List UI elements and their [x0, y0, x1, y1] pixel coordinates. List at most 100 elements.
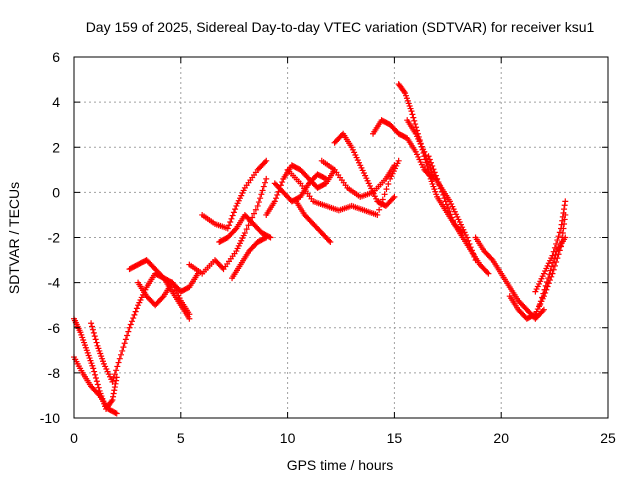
x-tick-label: 25	[600, 430, 616, 446]
data-point	[117, 351, 124, 358]
data-point	[120, 344, 127, 351]
data-point	[243, 226, 250, 233]
data-point	[92, 336, 99, 343]
data-point	[114, 363, 121, 370]
data-point	[550, 266, 557, 273]
data-point	[228, 215, 235, 222]
data-point	[376, 206, 383, 213]
data-point	[410, 114, 417, 121]
data-point	[271, 198, 278, 205]
data-point	[383, 186, 390, 193]
data-point	[545, 275, 552, 282]
data-point	[552, 251, 559, 258]
data-point	[115, 359, 122, 366]
data-point	[124, 332, 131, 339]
data-points	[71, 81, 569, 417]
axis-ticks	[73, 56, 609, 419]
data-point	[88, 320, 95, 327]
data-point	[559, 217, 566, 224]
data-point	[116, 355, 123, 362]
data-point	[111, 371, 118, 378]
data-point	[323, 175, 330, 182]
data-point	[121, 340, 128, 347]
data-point	[401, 88, 408, 95]
data-point	[554, 255, 561, 262]
data-point	[553, 258, 560, 265]
data-point	[446, 208, 453, 215]
data-point	[551, 262, 558, 269]
data-point	[425, 169, 432, 176]
data-point	[112, 380, 119, 387]
data-point	[447, 211, 454, 218]
x-tick-label: 15	[387, 430, 403, 446]
data-point	[321, 175, 328, 182]
data-point	[539, 294, 546, 301]
data-point	[258, 191, 265, 198]
data-point	[425, 153, 432, 160]
data-point	[257, 195, 264, 202]
data-point	[551, 244, 558, 251]
data-point	[252, 206, 259, 213]
data-point	[132, 308, 139, 315]
data-point	[381, 191, 388, 198]
data-point	[409, 111, 416, 118]
data-point	[274, 191, 281, 198]
data-point	[125, 328, 132, 335]
y-tick-label: 4	[52, 94, 60, 110]
data-point	[426, 156, 433, 163]
data-point	[549, 270, 556, 277]
data-point	[385, 180, 392, 187]
data-point	[559, 213, 566, 220]
data-point	[553, 240, 560, 247]
data-point	[93, 378, 100, 385]
data-point	[543, 278, 550, 285]
data-point	[126, 324, 133, 331]
data-point	[488, 255, 495, 262]
data-point	[110, 393, 117, 400]
data-point	[224, 225, 231, 232]
data-point	[430, 166, 437, 173]
data-point	[94, 381, 101, 388]
y-tick-labels: -10 -8 -6 -4 -2 0 2 4 6	[40, 49, 60, 426]
x-tick-label: 20	[493, 430, 509, 446]
data-point	[437, 185, 444, 192]
data-point	[113, 374, 120, 381]
data-point	[422, 151, 429, 158]
y-tick-label: 0	[52, 184, 60, 200]
data-point	[436, 182, 443, 189]
data-point	[379, 196, 386, 203]
data-point	[128, 318, 135, 325]
data-point	[89, 326, 96, 333]
data-point	[562, 234, 569, 241]
data-point	[562, 198, 569, 205]
data-point	[260, 183, 267, 190]
data-point	[542, 282, 549, 289]
x-axis-label: GPS time / hours	[287, 457, 394, 473]
data-point	[432, 172, 439, 179]
data-point	[431, 169, 438, 176]
data-point	[550, 248, 557, 255]
data-point	[279, 179, 286, 186]
data-point	[540, 290, 547, 297]
data-point	[111, 387, 118, 394]
data-point	[112, 409, 119, 416]
data-point	[327, 239, 334, 246]
data-point	[232, 206, 239, 213]
data-point	[229, 212, 236, 219]
data-point	[435, 179, 442, 186]
x-tick-label: 10	[280, 430, 296, 446]
data-point	[111, 384, 118, 391]
x-tick-label: 0	[70, 430, 78, 446]
data-point	[109, 396, 116, 403]
data-point	[93, 339, 100, 346]
data-point	[411, 117, 418, 124]
data-point	[109, 378, 116, 385]
data-point	[263, 175, 270, 182]
data-point	[91, 333, 98, 340]
data-point	[95, 391, 102, 398]
data-point	[230, 209, 237, 216]
data-point	[95, 384, 102, 391]
data-point	[374, 211, 381, 218]
data-point	[122, 336, 129, 343]
data-point	[227, 219, 234, 226]
